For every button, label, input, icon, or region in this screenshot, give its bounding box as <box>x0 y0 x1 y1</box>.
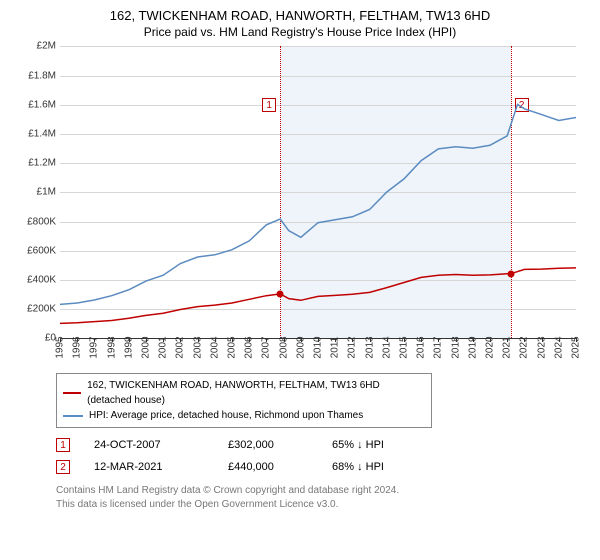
chart-title: 162, TWICKENHAM ROAD, HANWORTH, FELTHAM,… <box>18 8 582 25</box>
event-marker: 2 <box>56 460 70 474</box>
event-table: 1 24-OCT-2007 £302,000 65% ↓ HPI 2 12-MA… <box>56 434 582 478</box>
event-price: £440,000 <box>228 461 308 473</box>
legend-label-property: 162, TWICKENHAM ROAD, HANWORTH, FELTHAM,… <box>87 378 425 408</box>
legend: 162, TWICKENHAM ROAD, HANWORTH, FELTHAM,… <box>56 373 432 428</box>
legend-swatch-hpi <box>63 415 83 417</box>
footer-line-1: Contains HM Land Registry data © Crown c… <box>56 484 582 498</box>
footer-line-2: This data is licensed under the Open Gov… <box>56 498 582 512</box>
chart-area: £0£200K£400K£600K£800K£1M£1.2M£1.4M£1.6M… <box>18 42 582 367</box>
footer-attribution: Contains HM Land Registry data © Crown c… <box>56 484 582 511</box>
event-row: 1 24-OCT-2007 £302,000 65% ↓ HPI <box>56 434 582 456</box>
legend-swatch-property <box>63 392 81 394</box>
legend-label-hpi: HPI: Average price, detached house, Rich… <box>89 408 363 423</box>
event-marker: 1 <box>56 438 70 452</box>
marker-dot-1 <box>277 291 284 298</box>
event-date: 24-OCT-2007 <box>94 439 204 451</box>
legend-row-property: 162, TWICKENHAM ROAD, HANWORTH, FELTHAM,… <box>63 378 425 408</box>
marker-dot-2 <box>507 271 514 278</box>
event-hpi: 68% ↓ HPI <box>332 461 384 473</box>
event-date: 12-MAR-2021 <box>94 461 204 473</box>
event-hpi: 65% ↓ HPI <box>332 439 384 451</box>
event-price: £302,000 <box>228 439 308 451</box>
chart-container: 162, TWICKENHAM ROAD, HANWORTH, FELTHAM,… <box>0 0 600 560</box>
event-row: 2 12-MAR-2021 £440,000 68% ↓ HPI <box>56 456 582 478</box>
plot-region: 1 2 <box>60 46 576 338</box>
legend-row-hpi: HPI: Average price, detached house, Rich… <box>63 408 425 423</box>
line-chart-svg <box>60 46 576 338</box>
chart-subtitle: Price paid vs. HM Land Registry's House … <box>18 25 582 41</box>
title-block: 162, TWICKENHAM ROAD, HANWORTH, FELTHAM,… <box>18 8 582 40</box>
